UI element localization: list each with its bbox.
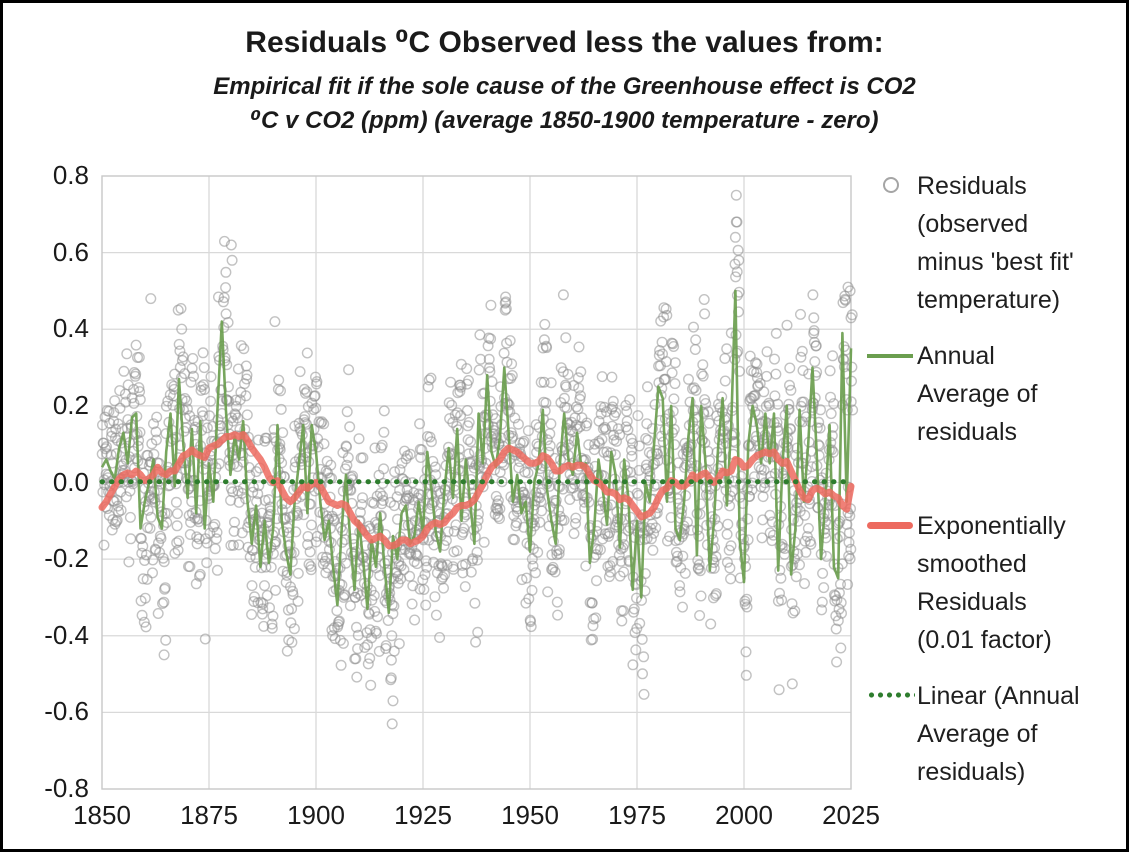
scatter-outlier-point: [557, 289, 569, 301]
y-tick-label: -0.6: [44, 696, 89, 727]
smoothed-residuals-line: [98, 431, 855, 550]
dotted-line-marker-icon: [867, 692, 915, 698]
y-tick-label: -0.8: [44, 773, 89, 803]
chart-subtitle-line1: Empirical fit if the sole cause of the G…: [213, 73, 916, 100]
x-tick-label: 1975: [608, 800, 666, 830]
scatter-outlier-point: [225, 239, 237, 251]
scatter-outlier-point: [808, 312, 820, 324]
scatter-outlier-point: [350, 653, 362, 665]
scatter-outlier-point: [731, 266, 743, 278]
y-tick-label: -0.4: [44, 619, 89, 650]
chart-title: Residuals ⁰C Observed less the values fr…: [245, 26, 884, 59]
scatter-outlier-point: [845, 312, 857, 324]
legend-item-annual-average: Annual Average of residuals: [865, 337, 1126, 451]
legend-label-smoothed: Exponentially smoothed Residuals (0.01 f…: [917, 512, 1066, 654]
y-tick-label: 0.6: [52, 236, 89, 267]
scatter-outlier-point: [844, 285, 856, 297]
scatter-outlier-point: [158, 649, 170, 661]
scatter-marker-icon: [883, 177, 899, 193]
y-tick-label: 0.0: [52, 466, 89, 497]
scatter-outlier-point: [220, 308, 232, 320]
scatter-outlier-point: [269, 316, 281, 328]
x-tick-label: 1925: [394, 800, 452, 830]
plot-area: [96, 175, 859, 790]
scatter-outlier-point: [281, 645, 293, 657]
scatter-outlier-point: [729, 231, 741, 243]
scatter-outlier-point: [226, 254, 238, 266]
y-tick-label: 0.2: [52, 389, 89, 420]
y-tick-label: 0.4: [52, 313, 89, 344]
scatter-outlier-point: [499, 304, 511, 316]
y-tick-label: 0.8: [52, 160, 89, 190]
red-line-marker-icon: [867, 522, 913, 529]
x-tick-label: 2025: [822, 800, 880, 830]
scatter-outlier-point: [699, 308, 711, 320]
annual-average-line: [100, 289, 853, 615]
y-tick-label: -0.2: [44, 543, 89, 574]
legend-item-residuals: Residuals (observed minus 'best fit' tem…: [865, 167, 1126, 319]
scatter-outlier-point: [387, 695, 399, 707]
legend-label-annual-average: Annual Average of residuals: [917, 342, 1038, 446]
scatter-outlier-point: [730, 189, 742, 201]
x-tick-label: 1900: [287, 800, 345, 830]
scatter-outlier-point: [172, 304, 184, 316]
legend-item-linear-trend: Linear (Annual Average of residuals): [865, 677, 1126, 791]
scatter-outlier-point: [385, 672, 397, 684]
legend-item-smoothed: Exponentially smoothed Residuals (0.01 f…: [865, 507, 1126, 659]
scatter-outlier-point: [729, 258, 741, 270]
x-tick-label: 2000: [715, 800, 773, 830]
scatter-outlier-point: [807, 289, 819, 301]
scatter-outlier-point: [388, 645, 400, 657]
x-tick-label: 1875: [180, 800, 238, 830]
legend-label-linear-trend: Linear (Annual Average of residuals): [917, 682, 1080, 786]
x-tick-label: 1950: [501, 800, 559, 830]
green-line-marker-icon: [867, 354, 913, 358]
chart-subtitle-line2: ⁰C v CO2 (ppm) (average 1850-1900 temper…: [250, 107, 879, 134]
legend-label-residuals: Residuals (observed minus 'best fit' tem…: [917, 172, 1074, 314]
x-tick-label: 1850: [73, 800, 131, 830]
scatter-outlier-point: [337, 637, 349, 649]
scatter-outlier-point: [145, 293, 157, 305]
scatter-outlier-point: [386, 718, 398, 730]
